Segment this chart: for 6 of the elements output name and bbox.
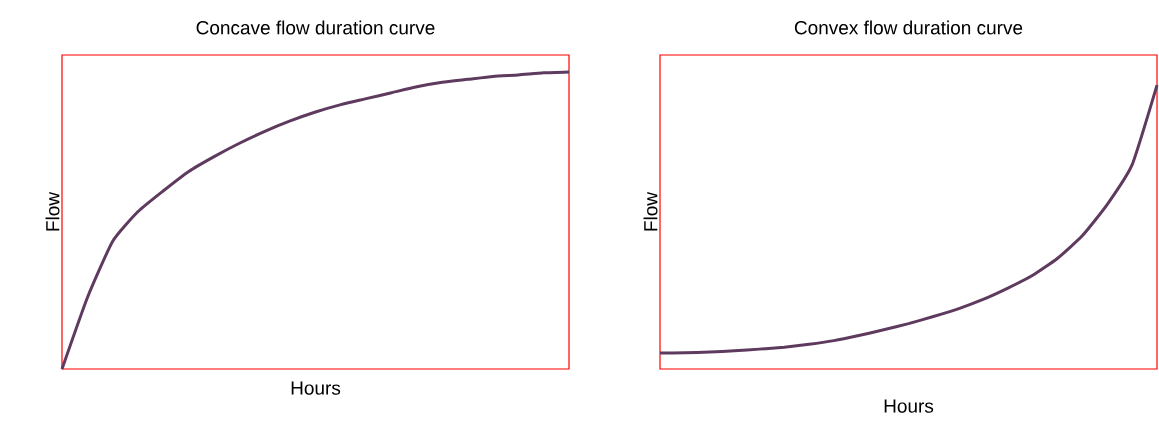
chart-title: Concave flow duration curve [196, 20, 435, 35]
chart-title: Convex flow duration curve [794, 20, 1023, 35]
y-axis-title: Flow [643, 191, 658, 231]
x-axis-title: Hours [884, 399, 934, 413]
x-axis-title: Hours [291, 381, 341, 395]
y-axis-title: Flow [45, 191, 60, 231]
